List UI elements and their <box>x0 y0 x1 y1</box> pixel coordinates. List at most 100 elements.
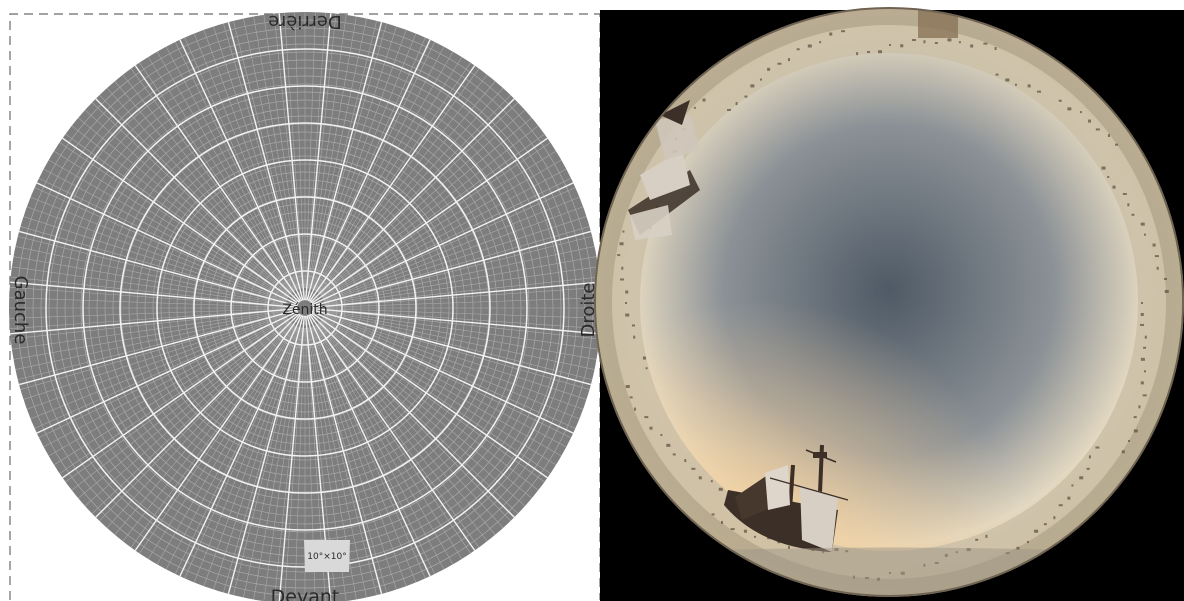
harbour-building <box>1140 323 1145 326</box>
major-radial <box>311 182 574 306</box>
minor-radial <box>130 68 294 292</box>
harbour-building <box>1088 455 1091 459</box>
minor-radial <box>48 317 288 457</box>
minor-radial <box>84 321 291 507</box>
harbour-building <box>735 102 738 106</box>
foreground-ship <box>724 444 849 552</box>
harbour-building <box>1131 213 1135 216</box>
harbour-building <box>970 44 974 48</box>
harbour-building <box>1154 255 1159 258</box>
minor-radial <box>156 51 296 291</box>
minor-radial <box>324 309 600 340</box>
minor-radial <box>99 322 292 522</box>
minor-radial <box>314 51 454 291</box>
minor-radial <box>311 29 407 290</box>
harbour-building <box>1086 467 1090 470</box>
minor-radial <box>315 62 471 292</box>
major-radial <box>95 98 300 303</box>
harbour-building <box>620 278 625 281</box>
minor-radial <box>193 326 298 583</box>
harbour-building <box>617 254 621 257</box>
harbour-building <box>1156 266 1159 270</box>
harbour-building <box>711 513 715 516</box>
major-radial <box>312 309 592 386</box>
harbour-building <box>684 459 687 463</box>
major-radial <box>10 307 298 335</box>
harbour-building <box>1127 203 1130 207</box>
harbour-building <box>760 78 762 81</box>
minor-radial <box>34 187 287 301</box>
major-radial <box>310 98 515 303</box>
minor-radial <box>320 117 532 296</box>
major-radial <box>36 310 299 434</box>
minor-radial <box>322 177 572 300</box>
harbour-building <box>750 84 755 88</box>
harbour-building <box>807 44 812 48</box>
minor-radial <box>324 310 599 350</box>
minor-radial <box>38 177 288 300</box>
minor-radial <box>308 327 367 598</box>
minor-radial <box>323 196 580 301</box>
minor-radial <box>314 325 445 570</box>
zenith-label: Zénith <box>282 302 327 318</box>
harbour-building <box>923 40 926 44</box>
major-ring <box>230 233 380 383</box>
harbour-building <box>819 41 822 44</box>
minor-radial <box>324 276 600 307</box>
harbour-building <box>1079 476 1084 480</box>
minor-radial <box>122 74 293 293</box>
minor-radial <box>30 196 287 301</box>
major-radial <box>307 39 431 302</box>
major-radial <box>95 313 300 518</box>
harbour-building <box>777 541 781 544</box>
minor-radial <box>11 310 286 350</box>
major-radial <box>311 137 548 304</box>
minor-radial <box>309 20 377 289</box>
minor-radial <box>319 321 519 514</box>
harbour-building <box>787 545 790 549</box>
minor-radial <box>313 325 436 575</box>
minor-radial <box>307 14 347 289</box>
harbour-building <box>1095 446 1100 449</box>
harbour-building <box>698 476 702 480</box>
minor-radial <box>324 312 593 380</box>
minor-radial <box>317 81 496 293</box>
minor-radial <box>315 324 463 560</box>
major-radial <box>312 281 600 309</box>
highlight-cell <box>304 540 350 572</box>
minor-radial <box>306 13 337 289</box>
major-ring <box>82 85 528 531</box>
minor-radial <box>15 311 286 370</box>
harbour-building <box>1043 523 1047 526</box>
minor-radial <box>319 102 519 295</box>
minor-radial <box>322 159 562 299</box>
harbour-building <box>796 48 800 51</box>
harbour-building <box>691 467 696 470</box>
minor-radial <box>321 318 557 466</box>
harbour-building <box>1128 440 1131 442</box>
minor-radial <box>59 142 289 298</box>
minor-radial <box>318 322 511 522</box>
minor-radial <box>156 325 296 565</box>
harbour-building <box>631 324 635 327</box>
major-ring <box>193 196 417 420</box>
minor-radial <box>130 324 294 548</box>
horizon-glow <box>594 7 1184 597</box>
minor-radial <box>324 313 590 390</box>
major-ring <box>267 270 343 346</box>
harbour-building <box>625 302 627 304</box>
harbour-building <box>1034 529 1039 533</box>
minor-radial <box>193 33 298 290</box>
minor-radial <box>71 320 290 491</box>
minor-radial <box>203 326 299 587</box>
minor-radial <box>323 216 587 303</box>
minor-radial <box>13 256 286 305</box>
harbour-building <box>934 42 938 45</box>
minor-radial <box>316 324 480 548</box>
harbour-building <box>1053 516 1056 520</box>
minor-radial <box>273 327 304 601</box>
harbour-building <box>622 230 625 233</box>
minor-radial <box>323 314 584 410</box>
harbour-building <box>1079 111 1082 114</box>
minor-radial <box>322 317 567 448</box>
